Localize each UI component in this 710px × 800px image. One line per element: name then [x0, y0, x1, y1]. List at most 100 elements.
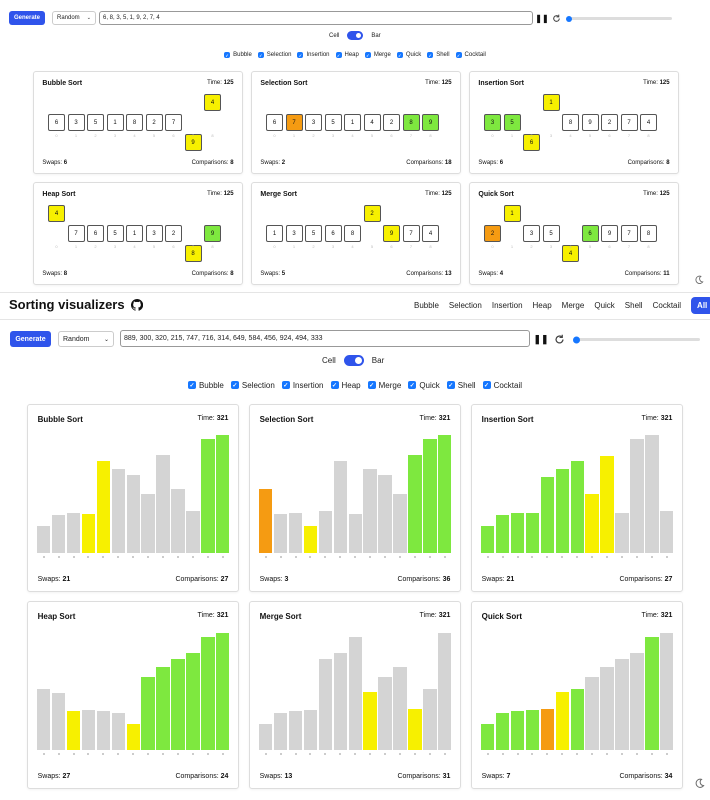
- pause-icon[interactable]: ❚❚: [533, 333, 549, 344]
- generate-button[interactable]: Generate: [10, 331, 51, 347]
- checkbox-cocktail[interactable]: ✓ Cocktail: [482, 379, 522, 391]
- speed-slider-handle[interactable]: [566, 15, 572, 22]
- index-label: 8: [647, 244, 650, 249]
- refresh-icon[interactable]: [552, 332, 566, 346]
- index-label: 5: [370, 244, 374, 249]
- time-value: 321: [660, 611, 673, 619]
- bar-tick: [443, 556, 446, 558]
- value-bar: [66, 512, 81, 553]
- time-label: Time:: [197, 611, 215, 619]
- nav-item-quick[interactable]: Quick: [594, 300, 615, 310]
- pause-icon[interactable]: ❚❚: [535, 13, 549, 23]
- index-label: 1: [292, 133, 296, 138]
- time-value: 321: [216, 611, 229, 619]
- nav-item-shell[interactable]: Shell: [624, 300, 643, 310]
- nav-item-cocktail[interactable]: Cocktail: [652, 300, 682, 310]
- bar-tick: [591, 753, 594, 755]
- moon-icon[interactable]: [692, 776, 706, 790]
- checkbox-quick[interactable]: ✓ Quick: [396, 50, 421, 60]
- index-label: 6: [172, 133, 175, 138]
- mode-select[interactable]: Random ⌄: [58, 331, 114, 347]
- refresh-icon[interactable]: [551, 12, 561, 24]
- time-label: Time:: [419, 611, 437, 619]
- checkmark-icon: ✓: [257, 52, 264, 58]
- swaps-value: 4: [499, 271, 504, 277]
- index-label: 4: [569, 133, 572, 138]
- checkbox-bubble[interactable]: ✓ Bubble: [187, 379, 224, 391]
- checkbox-selection[interactable]: ✓ Selection: [257, 50, 291, 60]
- index-label: 4: [569, 244, 572, 249]
- checkbox-shell[interactable]: ✓ Shell: [427, 50, 450, 60]
- value-bar: [81, 709, 96, 750]
- checkbox-insertion[interactable]: ✓ Insertion: [281, 379, 324, 391]
- comparisons-value: 27: [664, 576, 673, 583]
- moon-icon[interactable]: [693, 274, 705, 286]
- checkbox-label: Insertion: [306, 52, 330, 58]
- checkbox-heap[interactable]: ✓ Heap: [330, 379, 361, 391]
- swaps-counter: Swaps: 2: [260, 160, 285, 166]
- bar-tick: [294, 556, 297, 558]
- checkbox-quick[interactable]: ✓ Quick: [408, 379, 440, 391]
- generate-button[interactable]: Generate: [9, 11, 45, 25]
- cell-bar-switch[interactable]: [347, 31, 364, 40]
- checkbox-insertion[interactable]: ✓ Insertion: [297, 50, 330, 60]
- algorithm-checkbox-group: ✓ Bubble ✓ Selection ✓ Insertion ✓ Heap ✓ Merge ✓ Q…: [0, 379, 710, 391]
- array-input[interactable]: 889, 300, 320, 215, 747, 716, 314, 649, …: [120, 330, 530, 347]
- checkbox-heap[interactable]: ✓ Heap: [335, 50, 359, 60]
- array-input[interactable]: 6, 8, 3, 5, 1, 9, 2, 7, 4: [99, 11, 533, 25]
- bar-tick: [546, 753, 549, 755]
- swaps-value: 6: [63, 160, 68, 166]
- comparisons-value: 36: [442, 576, 451, 583]
- nav-item-bubble[interactable]: Bubble: [414, 300, 439, 310]
- nav-item-insertion[interactable]: Insertion: [491, 300, 523, 310]
- comparisons-counter: Comparisons: 8: [192, 271, 234, 277]
- checkbox-merge[interactable]: ✓ Merge: [364, 50, 391, 60]
- checkmark-icon: ✓: [230, 381, 239, 389]
- checkmark-icon: ✓: [396, 52, 403, 58]
- swaps-label: Swaps:: [260, 160, 281, 166]
- checkbox-cocktail[interactable]: ✓ Cocktail: [455, 50, 486, 60]
- github-icon[interactable]: [130, 298, 143, 311]
- value-cell: 7: [67, 225, 85, 242]
- checkbox-bubble[interactable]: ✓ Bubble: [224, 50, 252, 60]
- time-label: Time:: [197, 414, 215, 422]
- bar-tick: [324, 556, 327, 558]
- comparisons-label: Comparisons:: [406, 271, 444, 277]
- bar-tick: [443, 753, 446, 755]
- checkbox-merge[interactable]: ✓ Merge: [367, 379, 401, 391]
- speed-slider[interactable]: [573, 336, 700, 343]
- checkbox-shell[interactable]: ✓ Shell: [446, 379, 476, 391]
- speed-slider[interactable]: [566, 15, 672, 22]
- nav-item-merge[interactable]: Merge: [561, 300, 585, 310]
- algorithm-card: Quick Sort Time: 321 Swaps: 7 Comparisons: …: [471, 601, 683, 789]
- checkmark-icon: ✓: [187, 381, 196, 389]
- index-label: 4: [133, 133, 136, 138]
- value-cell: 2: [601, 114, 618, 131]
- value-cell: 9: [422, 114, 439, 131]
- cell-bar-switch[interactable]: [343, 355, 364, 366]
- swaps-value: 21: [62, 576, 71, 583]
- checkbox-selection[interactable]: ✓ Selection: [230, 379, 275, 391]
- bar-tick: [501, 753, 504, 755]
- algorithm-card: Heap Sort Time: 125 Swaps: 8 Comparisons: 8…: [33, 182, 243, 285]
- bar-tick: [57, 556, 60, 558]
- mode-select[interactable]: Random ⌄: [52, 11, 96, 25]
- time-value: 125: [223, 80, 234, 87]
- nav-item-heap[interactable]: Heap: [532, 300, 552, 310]
- time-value: 321: [660, 414, 673, 422]
- index-label: 8: [211, 244, 214, 249]
- value-bar: [318, 659, 333, 750]
- nav-item-selection[interactable]: Selection: [448, 300, 482, 310]
- nav-item-all[interactable]: All: [691, 296, 710, 314]
- checkmark-icon: ✓: [364, 52, 371, 58]
- value-bar: [51, 515, 66, 553]
- speed-slider-handle[interactable]: [573, 336, 580, 343]
- algorithm-checkbox-group: ✓ Bubble ✓ Selection ✓ Insertion ✓ Heap ✓ Merge ✓ Q…: [0, 50, 710, 60]
- card-title: Insertion Sort: [478, 80, 524, 88]
- checkbox-label: Shell: [436, 52, 450, 58]
- value-bar: [555, 692, 570, 750]
- value-bar: [540, 477, 555, 553]
- index-label: 6: [172, 244, 175, 249]
- index-label: 7: [409, 244, 413, 249]
- algorithm-card: Bubble Sort Time: 125 Swaps: 6 Comparisons:…: [33, 71, 243, 174]
